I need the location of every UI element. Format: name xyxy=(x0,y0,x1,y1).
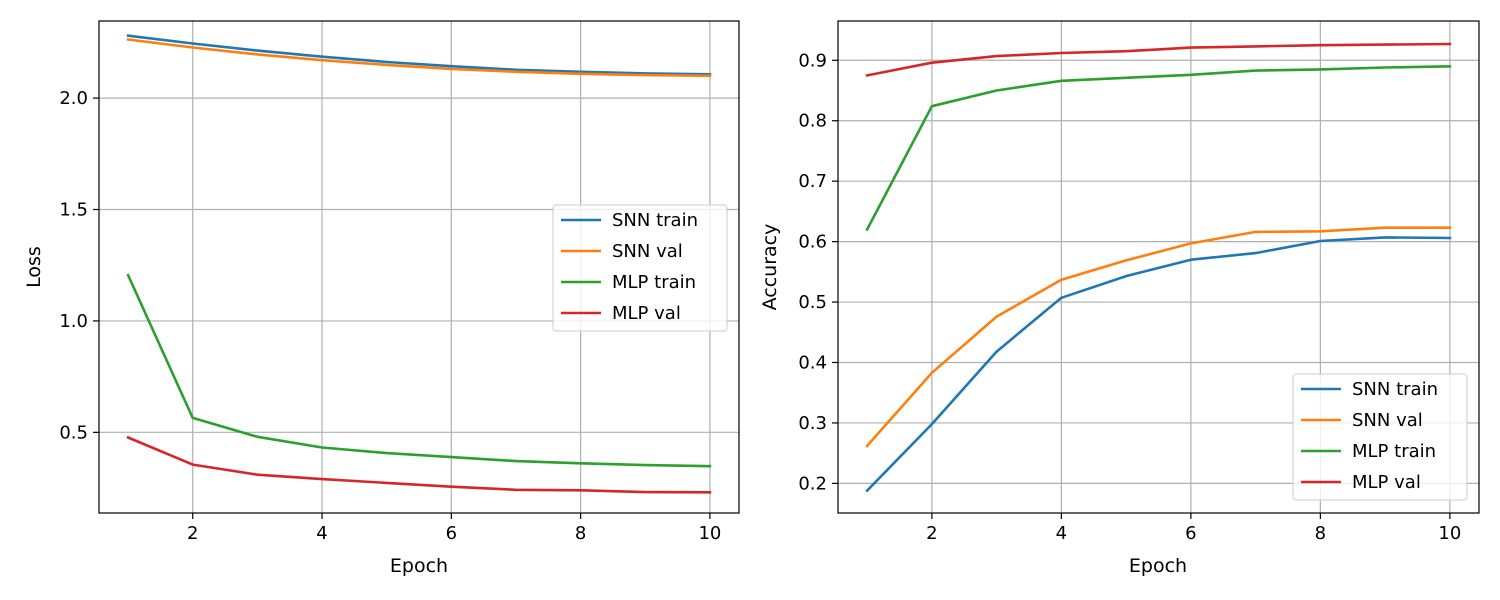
accuracy-legend-label: SNN val xyxy=(1352,410,1423,431)
loss-x-tick-label: 10 xyxy=(698,523,721,544)
accuracy-y-tick-label: 0.5 xyxy=(798,292,827,313)
accuracy-series-mlp-train xyxy=(865,64,1452,232)
loss-legend-box xyxy=(552,204,728,332)
loss-x-tick-label: 4 xyxy=(316,523,327,544)
loss-series-mlp-train xyxy=(126,273,712,468)
loss-x-tick-label: 2 xyxy=(187,523,198,544)
loss-series xyxy=(126,34,712,494)
loss-x-tick-label: 8 xyxy=(575,523,586,544)
accuracy-legend: SNN train SNN val MLP train MLP val xyxy=(1292,373,1468,501)
accuracy-y-tick-label: 0.6 xyxy=(798,232,827,253)
accuracy-x-tick-label: 8 xyxy=(1315,523,1326,544)
loss-legend-label: SNN val xyxy=(612,241,683,262)
accuracy-x-tick-label: 6 xyxy=(1185,523,1196,544)
accuracy-legend-label: SNN train xyxy=(1352,379,1438,400)
accuracy-series-snn-val xyxy=(865,226,1452,448)
accuracy-chart: 2 4 6 8 10 0.2 0.3 0.4 0.5 0.6 0.7 0.8 0.9 Epoch Acc… xyxy=(759,20,1480,577)
loss-series-mlp-val xyxy=(126,435,712,494)
loss-y-tick-label: 0.5 xyxy=(59,422,88,443)
accuracy-series-snn-train xyxy=(865,236,1452,493)
loss-legend-label: MLP train xyxy=(612,272,696,293)
accuracy-ticks: 2 4 6 8 10 0.2 0.3 0.4 0.5 0.6 0.7 0.8 0.9 xyxy=(798,50,1461,544)
loss-legend: SNN train SNN val MLP train MLP val xyxy=(552,204,728,332)
loss-series-snn-train xyxy=(126,34,712,76)
accuracy-y-tick-label: 0.2 xyxy=(798,473,827,494)
loss-y-axis-label: Loss xyxy=(23,246,45,288)
loss-y-tick-label: 1.0 xyxy=(59,311,88,332)
accuracy-legend-label: MLP val xyxy=(1352,472,1421,493)
loss-legend-label: MLP val xyxy=(612,303,681,324)
accuracy-legend-label: MLP train xyxy=(1352,441,1436,462)
accuracy-x-tick-label: 2 xyxy=(926,523,937,544)
accuracy-y-tick-label: 0.9 xyxy=(798,50,827,71)
accuracy-y-tick-label: 0.8 xyxy=(798,111,827,132)
accuracy-x-tick-label: 4 xyxy=(1056,523,1067,544)
loss-plot-frame xyxy=(98,20,740,514)
accuracy-x-axis-label: Epoch xyxy=(1129,555,1187,577)
loss-series-snn-val xyxy=(126,38,712,78)
accuracy-grid xyxy=(838,21,1479,513)
loss-x-tick-label: 6 xyxy=(446,523,457,544)
accuracy-y-tick-label: 0.4 xyxy=(798,352,827,373)
accuracy-y-tick-label: 0.3 xyxy=(798,413,827,434)
accuracy-x-tick-label: 10 xyxy=(1438,523,1461,544)
loss-x-axis-label: Epoch xyxy=(390,555,448,577)
loss-chart: 2 4 6 8 100.51.01.52.0 Epoch Loss SNN trainS… xyxy=(23,20,740,577)
accuracy-series xyxy=(865,42,1452,493)
accuracy-series-mlp-val xyxy=(865,42,1452,77)
loss-y-tick-label: 1.5 xyxy=(59,200,88,221)
accuracy-plot-frame xyxy=(837,20,1480,514)
accuracy-legend-box xyxy=(1292,373,1468,501)
loss-legend-label: SNN train xyxy=(612,210,698,231)
accuracy-y-axis-label: Accuracy xyxy=(759,224,781,311)
loss-ticks: 2 4 6 8 10 0.5 1.0 1.5 2.0 xyxy=(59,88,721,544)
accuracy-y-tick-label: 0.7 xyxy=(798,171,827,192)
loss-y-tick-label: 2.0 xyxy=(59,88,88,109)
